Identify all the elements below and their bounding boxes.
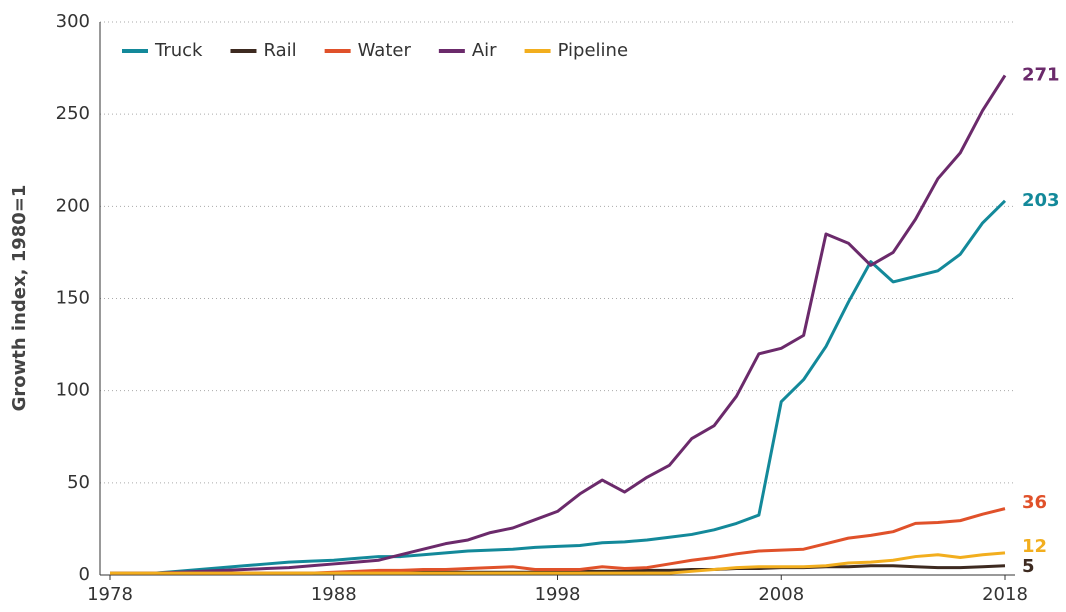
y-tick-label: 50 [67,472,90,493]
line [110,74,1007,575]
y-axis-label: Growth index, 1980=1 [9,185,30,412]
y-tick-label: 300 [56,11,90,32]
legend-label: Pipeline [558,40,628,61]
legend-label: Truck [154,40,203,61]
y-tick-label: 150 [56,288,90,309]
y-tick-label: 100 [56,380,90,401]
end-label: 271 [1022,64,1060,85]
end-label: 203 [1022,190,1060,211]
line [110,551,1006,575]
y-tick-label: 250 [56,103,90,124]
x-tick-label: 1998 [535,584,581,605]
x-tick-label: 1978 [87,584,133,605]
x-tick-label: 2018 [982,584,1028,605]
y-tick-label: 200 [56,195,90,216]
y-tick-label: 0 [79,564,90,585]
legend-label: Water [358,40,412,61]
end-label: 12 [1022,536,1047,557]
end-label: 36 [1022,492,1047,513]
line [110,199,1007,575]
legend-label: Rail [263,40,296,61]
x-tick-label: 2008 [758,584,804,605]
end-label: 5 [1022,556,1035,577]
x-tick-label: 1988 [311,584,357,605]
legend-label: Air [472,40,497,61]
